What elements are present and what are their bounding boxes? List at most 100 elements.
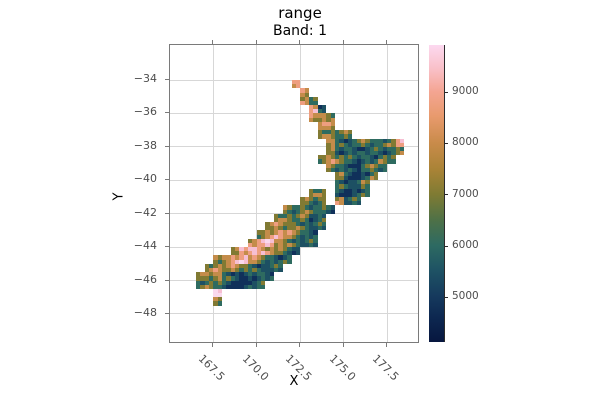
raster-subpixel — [213, 297, 218, 302]
raster-cell — [230, 272, 240, 281]
raster-subpixel — [204, 272, 210, 277]
plot-title: range — [278, 4, 322, 22]
raster-cell — [360, 155, 370, 164]
raster-subpixel — [317, 192, 322, 197]
raster-cell — [369, 146, 379, 156]
raster-cell — [352, 138, 361, 147]
colorbar-tick — [444, 296, 448, 298]
y-tick — [165, 112, 169, 114]
raster-subpixel — [300, 234, 305, 239]
raster-cell — [334, 197, 344, 206]
raster-cell — [248, 280, 257, 289]
raster-subpixel — [360, 146, 366, 152]
raster-subpixel — [365, 171, 370, 177]
raster-subpixel — [356, 180, 361, 185]
raster-subpixel — [334, 197, 340, 202]
raster-cell — [256, 238, 266, 248]
raster-subpixel — [282, 259, 288, 264]
raster-subpixel — [256, 234, 262, 239]
raster-subpixel — [352, 197, 357, 202]
raster-cell — [326, 155, 335, 164]
gridline-horizontal — [170, 112, 418, 114]
raster-subpixel — [369, 171, 374, 177]
raster-subpixel — [295, 222, 301, 227]
raster-subpixel — [248, 272, 253, 277]
raster-subpixel — [291, 238, 296, 243]
raster-subpixel — [300, 100, 305, 106]
raster-cell — [213, 280, 223, 289]
raster-subpixel — [400, 146, 405, 152]
raster-cell — [196, 272, 205, 281]
raster-cell — [387, 146, 396, 156]
plot-subtitle: Band: 1 — [272, 23, 328, 39]
x-tick-bottom — [255, 343, 257, 347]
raster-cell — [300, 197, 309, 206]
raster-cell — [265, 272, 275, 281]
raster-subpixel — [334, 146, 340, 152]
y-tick-label: −48 — [133, 305, 157, 319]
raster-subpixel — [269, 242, 275, 248]
raster-cell — [300, 96, 309, 106]
raster-cell — [230, 280, 240, 289]
raster-subpixel — [204, 280, 210, 285]
raster-subpixel — [352, 167, 357, 172]
raster-subpixel — [378, 146, 383, 152]
raster-cell — [352, 180, 361, 189]
raster-subpixel — [287, 230, 292, 235]
raster-subpixel — [261, 238, 266, 243]
raster-subpixel — [226, 272, 231, 277]
raster-subpixel — [339, 130, 344, 135]
colorbar-spine — [444, 45, 445, 342]
raster-subpixel — [217, 288, 223, 294]
raster-subpixel — [295, 226, 301, 231]
raster-cell — [317, 188, 327, 197]
x-tick-top — [255, 40, 257, 44]
raster-subpixel — [300, 213, 305, 218]
raster-cell — [300, 205, 309, 214]
raster-subpixel — [304, 238, 309, 243]
raster-cell — [265, 230, 275, 239]
x-tick-bottom — [299, 343, 301, 347]
raster-cell — [360, 146, 370, 156]
x-tick-top — [299, 40, 301, 44]
raster-subpixel — [239, 267, 244, 273]
raster-cell — [274, 238, 283, 248]
raster-subpixel — [243, 272, 249, 277]
raster-subpixel — [343, 130, 348, 135]
raster-cell — [204, 280, 214, 289]
raster-cell — [369, 138, 379, 147]
y-tick — [165, 246, 169, 248]
raster-subpixel — [339, 184, 344, 189]
raster-cell — [282, 222, 292, 231]
raster-cell — [265, 263, 275, 273]
raster-cell — [265, 255, 275, 264]
raster-subpixel — [313, 222, 318, 227]
raster-subpixel — [356, 192, 361, 197]
raster-cell — [343, 171, 353, 181]
raster-subpixel — [365, 184, 370, 189]
raster-subpixel — [400, 138, 405, 143]
raster-cell — [326, 113, 335, 122]
raster-subpixel — [391, 155, 396, 160]
raster-subpixel — [291, 209, 296, 214]
raster-subpixel — [200, 272, 205, 277]
raster-subpixel — [326, 121, 331, 126]
raster-subpixel — [321, 217, 327, 223]
raster-subpixel — [269, 263, 275, 268]
raster-subpixel — [317, 188, 322, 193]
raster-subpixel — [282, 247, 288, 252]
colorbar-gradient — [429, 45, 444, 342]
raster-subpixel — [274, 222, 279, 227]
colorbar-tick — [444, 91, 448, 93]
raster-cell — [308, 205, 318, 214]
raster-subpixel — [330, 146, 335, 152]
raster-cell — [291, 247, 301, 256]
raster-cell — [265, 247, 275, 256]
raster-cell — [204, 272, 214, 281]
raster-subpixel — [213, 276, 218, 281]
raster-cell — [300, 213, 309, 223]
raster-subpixel — [313, 234, 318, 239]
x-tick-top — [386, 40, 387, 44]
raster-subpixel — [252, 276, 257, 281]
